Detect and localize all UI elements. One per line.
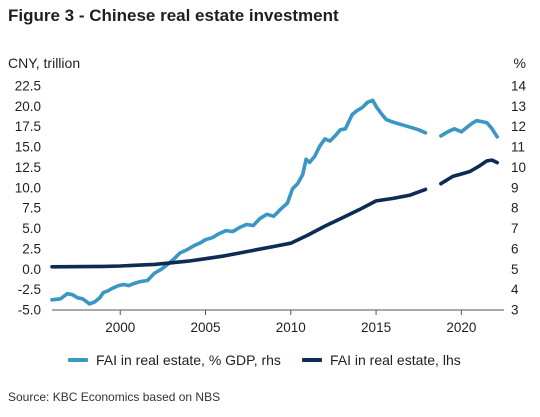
left-tick-label: -2.5 [18,282,41,297]
left-tick-label: 2.5 [22,241,41,256]
x-tick-label: 2000 [105,320,135,335]
series-line-gdp-share-recent [439,118,499,139]
legend-swatch-gdp [68,358,88,362]
legend-label-gdp: FAI in real estate, % GDP, rhs [96,352,281,368]
x-tick-label: 2005 [190,320,220,335]
series-line-fai-level-recent [439,158,499,186]
right-tick-label: 4 [511,282,519,297]
right-tick-label: 13 [511,99,526,114]
right-tick-label: 3 [511,303,519,318]
right-tick-label: 6 [511,241,519,256]
right-tick-label: 12 [511,119,526,134]
left-tick-label: 7.5 [22,201,41,216]
left-tick-label: 22.5 [15,79,41,94]
right-tick-label: 9 [511,180,519,195]
series-line-gdp-share [50,98,428,306]
left-tick-label: 17.5 [15,119,41,134]
legend-swatch-level [302,358,322,362]
left-tick-label: 15.0 [15,140,41,155]
x-tick-label: 2010 [276,320,306,335]
legend-item-level: FAI in real estate, lhs [302,352,461,368]
x-tick-label: 2020 [446,320,476,335]
right-tick-label: 14 [511,79,527,94]
left-tick-label: 12.5 [15,160,41,175]
right-tick-label: 5 [511,262,519,277]
left-tick-label: 10.0 [15,180,41,195]
series-line-fai-level [50,187,428,269]
left-tick-label: 0.0 [22,262,41,277]
left-axis-unit: CNY, trillion [8,55,81,71]
right-tick-label: 7 [511,221,519,236]
legend: FAI in real estate, % GDP, rhs FAI in re… [0,352,540,372]
right-tick-label: 11 [511,140,525,155]
right-tick-label: 8 [511,201,519,216]
x-tick-label: 2015 [361,320,391,335]
left-tick-label: 5.0 [22,221,41,236]
right-axis-unit: % [513,55,526,71]
legend-label-level: FAI in real estate, lhs [330,352,461,368]
legend-item-gdp: FAI in real estate, % GDP, rhs [68,352,281,368]
left-tick-label: -5.0 [18,303,41,318]
right-tick-label: 10 [511,160,526,175]
left-tick-label: 20.0 [15,99,41,114]
source-note: Source: KBC Economics based on NBS [8,390,221,404]
chart-title: Figure 3 - Chinese real estate investmen… [8,6,339,25]
